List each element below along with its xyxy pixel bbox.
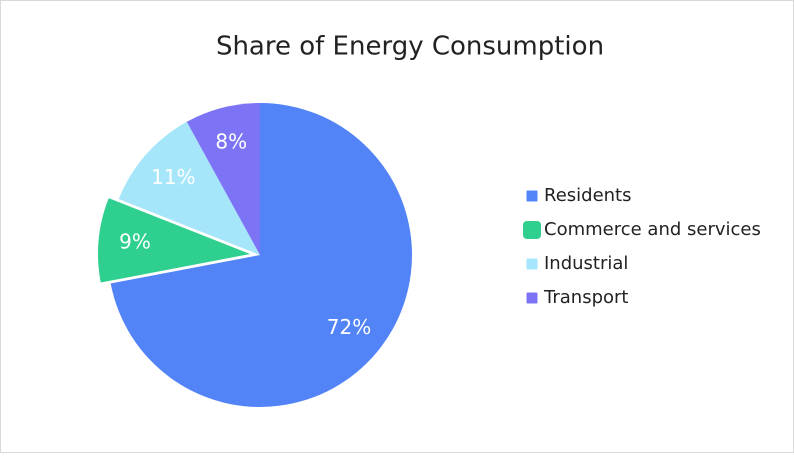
legend-label: Industrial — [544, 253, 628, 274]
data-label: 9% — [119, 230, 151, 254]
pie-slice — [186, 103, 260, 255]
pie-slice — [118, 121, 260, 255]
data-label: 72% — [327, 315, 371, 339]
data-label: 8% — [215, 130, 247, 154]
legend-marker — [526, 292, 538, 304]
legend-label: Transport — [543, 287, 628, 308]
legend-marker — [526, 190, 538, 202]
legend-label: Residents — [544, 185, 632, 206]
legend-marker — [523, 221, 541, 239]
legend-label: Commerce and services — [544, 219, 761, 240]
legend-marker — [526, 258, 538, 270]
data-label: 11% — [151, 165, 195, 189]
pie-slice — [110, 103, 413, 407]
pie-slice — [98, 198, 251, 283]
chart-title: Share of Energy Consumption — [216, 32, 604, 62]
